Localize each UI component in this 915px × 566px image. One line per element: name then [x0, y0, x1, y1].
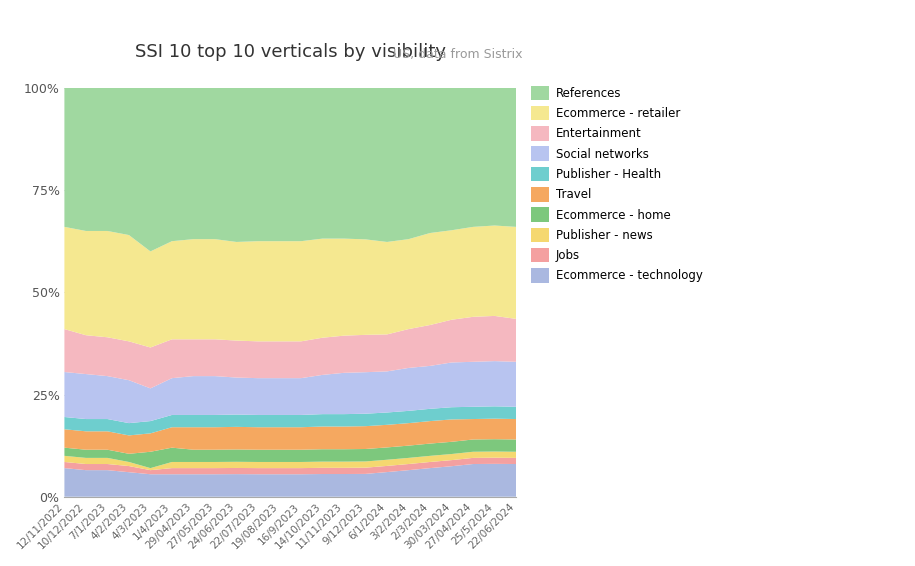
- Legend: References, Ecommerce - retailer, Entertainment, Social networks, Publisher - He: References, Ecommerce - retailer, Entert…: [531, 85, 703, 283]
- Text: US, data from Sistrix: US, data from Sistrix: [393, 48, 522, 61]
- Title: SSI 10 top 10 verticals by visibility: SSI 10 top 10 verticals by visibility: [135, 44, 446, 61]
